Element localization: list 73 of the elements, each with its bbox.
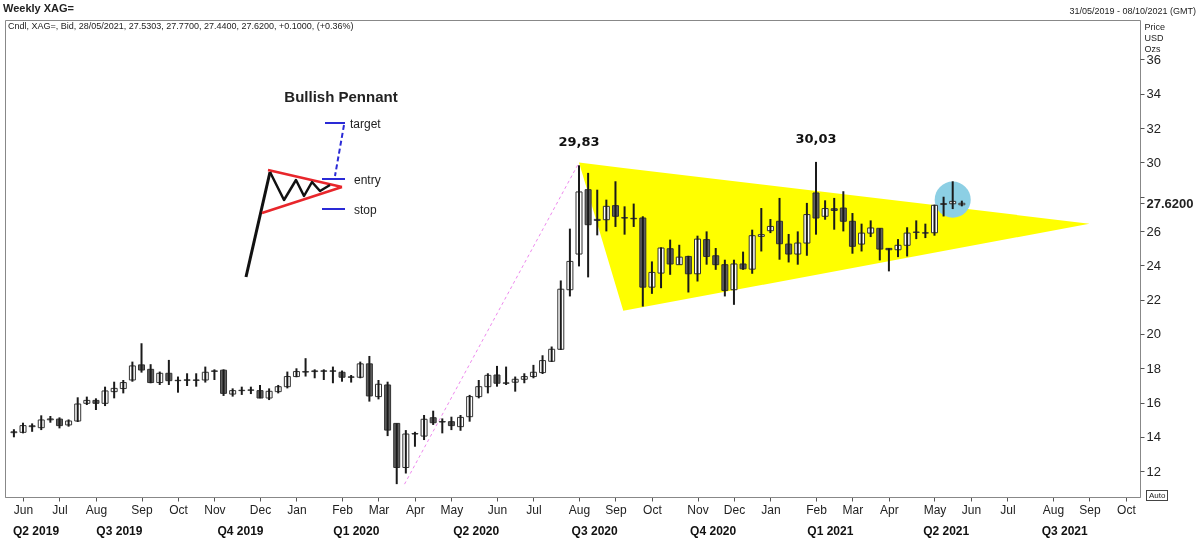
y-axis-title: Price USD Ozs bbox=[1144, 21, 1166, 54]
candlestick bbox=[311, 368, 319, 380]
x-tick-label: Jun bbox=[487, 502, 508, 517]
x-tick-label: Apr bbox=[406, 502, 425, 517]
y-tick-label: 30 bbox=[1146, 154, 1161, 170]
candlestick bbox=[302, 357, 310, 378]
annotation: Bullish Pennant bbox=[284, 88, 398, 105]
y-tick-label: 20 bbox=[1146, 326, 1161, 342]
x-tick-label: Oct bbox=[1117, 502, 1137, 517]
y-tick-label: 24 bbox=[1146, 257, 1161, 273]
y-tick-label: 36 bbox=[1146, 51, 1161, 67]
x2-tick-label: Q1 2021 bbox=[807, 524, 854, 538]
x2-tick-label: Q4 2020 bbox=[690, 524, 737, 538]
x-tick-label: Jan bbox=[287, 502, 307, 517]
x2-tick-label: Q3 2021 bbox=[1041, 524, 1089, 538]
x-tick-label: Aug bbox=[1042, 502, 1065, 517]
y-tick-label: 27.6200 bbox=[1146, 195, 1194, 211]
x-tick-label: Aug bbox=[85, 502, 108, 517]
x-tick-label: Jul bbox=[526, 502, 542, 517]
x2-tick-label: Q2 2019 bbox=[13, 524, 60, 538]
x-tick-label: Jun bbox=[961, 502, 982, 517]
annotation: 29,83 bbox=[558, 134, 600, 150]
x2-tick-label: Q2 2020 bbox=[453, 524, 500, 538]
x-tick-label: Dec bbox=[723, 502, 746, 517]
y-tick-label: 32 bbox=[1146, 120, 1161, 136]
candlestick bbox=[329, 365, 337, 385]
chart-title: Weekly XAG= bbox=[3, 2, 75, 14]
text: 31/05/2019 - 08/10/2021 (GMT) bbox=[1069, 6, 1196, 16]
y-tick-label: 26 bbox=[1146, 223, 1161, 239]
candlestick bbox=[921, 222, 929, 240]
x2-tick-label: Q4 2019 bbox=[217, 524, 264, 538]
candlestick bbox=[192, 372, 200, 388]
annotation: target bbox=[350, 117, 382, 131]
y-tick-label: 22 bbox=[1146, 292, 1161, 308]
x-tick-label: Jul bbox=[52, 502, 68, 517]
x-tick-label: Feb bbox=[806, 502, 828, 517]
x-tick-label: Mar bbox=[368, 502, 390, 517]
y-tick-label: 12 bbox=[1146, 463, 1161, 479]
x-tick-label: Dec bbox=[249, 502, 272, 517]
x2-tick-label: Q3 2019 bbox=[96, 524, 143, 538]
x2-tick-label: Q1 2020 bbox=[333, 524, 380, 538]
chart-subtitle: Cndl, XAG=, Bid, 28/05/2021, 27.5303, 27.7700, 27.4400, 27.6200, +0.1000, (+0.36%) bbox=[8, 21, 354, 31]
auto-button: Auto bbox=[1146, 490, 1169, 501]
annotation: 30,03 bbox=[795, 130, 837, 146]
y-tick-label: 18 bbox=[1146, 360, 1161, 376]
x-tick-label: Sep bbox=[1079, 502, 1101, 517]
x-tick-label: Oct bbox=[643, 502, 663, 517]
candlestick bbox=[912, 219, 920, 241]
x-tick-label: Apr bbox=[880, 502, 899, 517]
candlestick bbox=[621, 205, 629, 236]
annotation: stop bbox=[354, 203, 378, 217]
x-tick-label: Oct bbox=[169, 502, 189, 517]
candlestick bbox=[320, 368, 328, 381]
y-tick-label: 16 bbox=[1146, 395, 1161, 411]
x-tick-label: Sep bbox=[131, 502, 154, 517]
annotation: entry bbox=[354, 173, 381, 187]
x-tick-label: Jul bbox=[1000, 502, 1016, 517]
x-tick-label: May bbox=[923, 502, 947, 517]
x-tick-label: Nov bbox=[687, 502, 709, 517]
x2-tick-label: Q3 2020 bbox=[571, 524, 618, 538]
x-tick-label: Feb bbox=[332, 502, 354, 517]
candlestick bbox=[210, 368, 218, 381]
x-tick-label: Aug bbox=[568, 502, 591, 517]
x-tick-label: Nov bbox=[204, 502, 226, 517]
x-tick-label: Jun bbox=[13, 502, 34, 517]
x-tick-label: Mar bbox=[842, 502, 864, 517]
y-tick-label: 34 bbox=[1146, 86, 1161, 102]
x-tick-label: Jan bbox=[761, 502, 781, 517]
x-tick-label: Sep bbox=[605, 502, 627, 517]
x-tick-label: May bbox=[440, 502, 464, 517]
candlestick bbox=[438, 417, 446, 435]
y-tick-label: 14 bbox=[1146, 429, 1161, 445]
x2-tick-label: Q2 2021 bbox=[923, 524, 970, 538]
